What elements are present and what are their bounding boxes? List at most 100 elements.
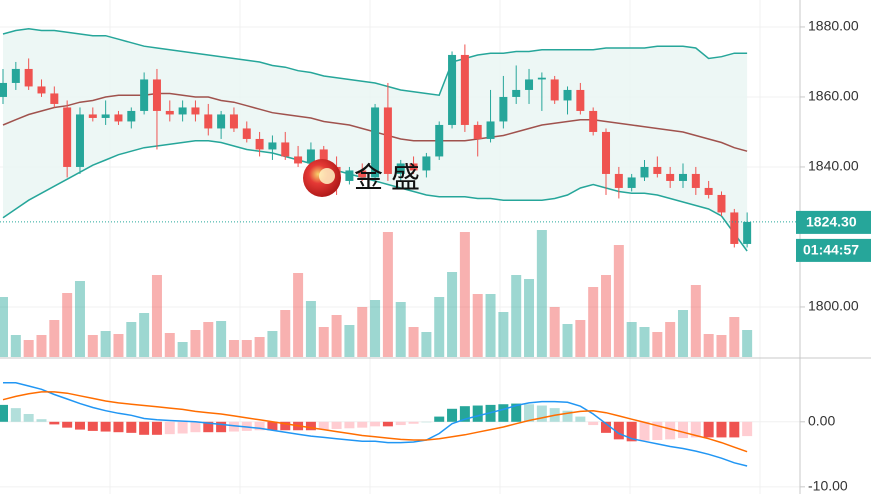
candle-body: [678, 173, 687, 181]
candle-body: [653, 166, 662, 174]
macd-histogram-bar: [62, 421, 73, 428]
macd-histogram-bar: [74, 421, 85, 430]
volume-bar: [241, 340, 252, 357]
macd-histogram-bar: [23, 413, 34, 422]
candle-body: [704, 187, 713, 195]
candle-body: [666, 173, 675, 181]
macd-histogram-bar: [139, 421, 150, 435]
volume-bar: [151, 275, 162, 357]
logo-inner: [319, 168, 335, 184]
macd-histogram-bar: [100, 421, 111, 432]
macd-histogram-bar: [36, 419, 47, 422]
candle-body: [24, 68, 33, 87]
candle-body: [345, 170, 354, 181]
macd-histogram-bar: [370, 421, 381, 427]
macd-histogram-bar: [87, 421, 98, 431]
macd-histogram-bar: [562, 410, 573, 422]
macd-histogram-bar: [113, 421, 124, 433]
candle-body: [281, 142, 290, 157]
volume-bar: [164, 333, 175, 357]
macd-histogram-bar: [511, 403, 522, 422]
volume-bar: [703, 334, 714, 357]
candle-body: [319, 149, 328, 167]
candle-body: [371, 107, 380, 178]
candle-body: [127, 110, 136, 122]
candle-body: [75, 114, 84, 167]
macd-histogram-bar: [331, 421, 342, 429]
candle-body: [614, 173, 623, 188]
volume-bar: [639, 327, 650, 357]
macd-histogram-bar: [703, 421, 714, 438]
candle-body: [63, 107, 72, 167]
volume-bar: [524, 279, 535, 357]
countdown-box: [796, 238, 871, 262]
macd-histogram-bar: [459, 406, 470, 422]
macd-histogram-bar: [613, 421, 624, 440]
candle-body: [537, 77, 546, 80]
macd-histogram-bar: [164, 421, 175, 435]
volume-bar: [293, 273, 304, 357]
macd-line: [2, 391, 748, 453]
volume-bar: [511, 275, 522, 357]
volume-bar: [305, 301, 316, 357]
volume-bar: [177, 342, 188, 357]
candle-body: [255, 138, 264, 150]
macd-histogram-bar: [305, 421, 316, 431]
macd-histogram-bar: [742, 421, 753, 437]
plot-layer: [0, 26, 800, 488]
volume-bar: [613, 245, 624, 357]
macd-histogram-bar: [729, 421, 740, 438]
macd-histogram-bar: [126, 421, 137, 433]
macd-histogram-bar: [318, 421, 329, 430]
volume-bar: [318, 327, 329, 357]
candle-body: [640, 166, 649, 178]
macd-histogram-bar: [690, 421, 701, 438]
macd-histogram-bar: [677, 421, 688, 439]
macd-line: [3, 382, 748, 467]
volume-bar: [74, 281, 85, 357]
volume-bar: [498, 312, 509, 357]
candle-body: [602, 131, 611, 174]
volume-bar: [331, 315, 342, 357]
volume-bar: [280, 310, 291, 357]
macd-histogram-bar: [216, 421, 227, 433]
candle-body: [178, 107, 187, 115]
volume-bar: [0, 297, 8, 357]
candle-body: [691, 173, 700, 188]
candle-body: [576, 89, 585, 111]
macd-histogram-bar: [536, 405, 547, 422]
candle-body: [473, 124, 482, 139]
candle-body: [152, 79, 161, 111]
macd-histogram-bar: [382, 421, 393, 427]
candle-body: [460, 54, 469, 125]
macd-histogram-bar: [177, 421, 188, 434]
candle-body: [114, 114, 123, 122]
candle-body: [101, 114, 110, 118]
candle-body: [383, 107, 392, 174]
volume-bar: [370, 300, 381, 357]
candle-body: [229, 114, 238, 129]
volume-bar: [382, 232, 393, 357]
candle-body: [358, 170, 367, 178]
macd-histogram-bar: [151, 421, 162, 435]
volume-bar: [588, 287, 599, 357]
y-tick-label: 1880.00: [808, 18, 859, 34]
volume-bar: [126, 322, 137, 357]
macd-histogram-bar: [228, 421, 239, 432]
y-tick-label: 1840.00: [808, 158, 859, 174]
candle-body: [743, 221, 752, 244]
macd-histogram-bar: [447, 408, 458, 422]
macd-histogram-bar: [498, 404, 509, 422]
macd-histogram-bar: [10, 408, 21, 422]
candle-body: [88, 114, 97, 118]
volume-bar: [421, 332, 432, 357]
candle-body: [448, 54, 457, 125]
macd-histogram-bar: [626, 421, 637, 442]
macd-histogram-bar: [395, 421, 406, 426]
volume-bar: [742, 330, 753, 357]
volume-bar: [357, 307, 368, 357]
candle-body: [11, 68, 20, 83]
macd-histogram-bar: [665, 421, 676, 440]
candle-body: [191, 107, 200, 115]
volume-bar: [139, 313, 150, 357]
